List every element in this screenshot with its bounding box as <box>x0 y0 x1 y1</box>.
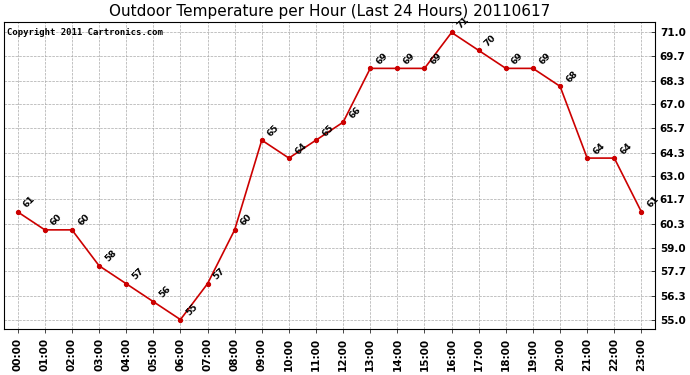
Text: 65: 65 <box>266 123 281 138</box>
Text: 60: 60 <box>76 213 91 228</box>
Text: 69: 69 <box>537 51 553 66</box>
Text: 69: 69 <box>402 51 417 66</box>
Text: 64: 64 <box>618 141 633 156</box>
Text: 61: 61 <box>22 195 37 210</box>
Text: 69: 69 <box>375 51 390 66</box>
Text: 55: 55 <box>185 302 200 317</box>
Text: 60: 60 <box>239 213 254 228</box>
Text: 58: 58 <box>104 248 119 264</box>
Text: 69: 69 <box>428 51 444 66</box>
Text: 56: 56 <box>157 284 172 300</box>
Text: 69: 69 <box>510 51 525 66</box>
Text: 57: 57 <box>130 266 146 282</box>
Text: 70: 70 <box>483 33 498 48</box>
Text: 57: 57 <box>212 266 227 282</box>
Text: Copyright 2011 Cartronics.com: Copyright 2011 Cartronics.com <box>8 28 164 37</box>
Text: 66: 66 <box>347 105 362 120</box>
Text: 68: 68 <box>564 69 580 84</box>
Title: Outdoor Temperature per Hour (Last 24 Hours) 20110617: Outdoor Temperature per Hour (Last 24 Ho… <box>109 4 550 19</box>
Text: 71: 71 <box>456 15 471 30</box>
Text: 64: 64 <box>293 141 308 156</box>
Text: 60: 60 <box>49 213 64 228</box>
Text: 64: 64 <box>591 141 607 156</box>
Text: 65: 65 <box>320 123 335 138</box>
Text: 61: 61 <box>646 195 661 210</box>
